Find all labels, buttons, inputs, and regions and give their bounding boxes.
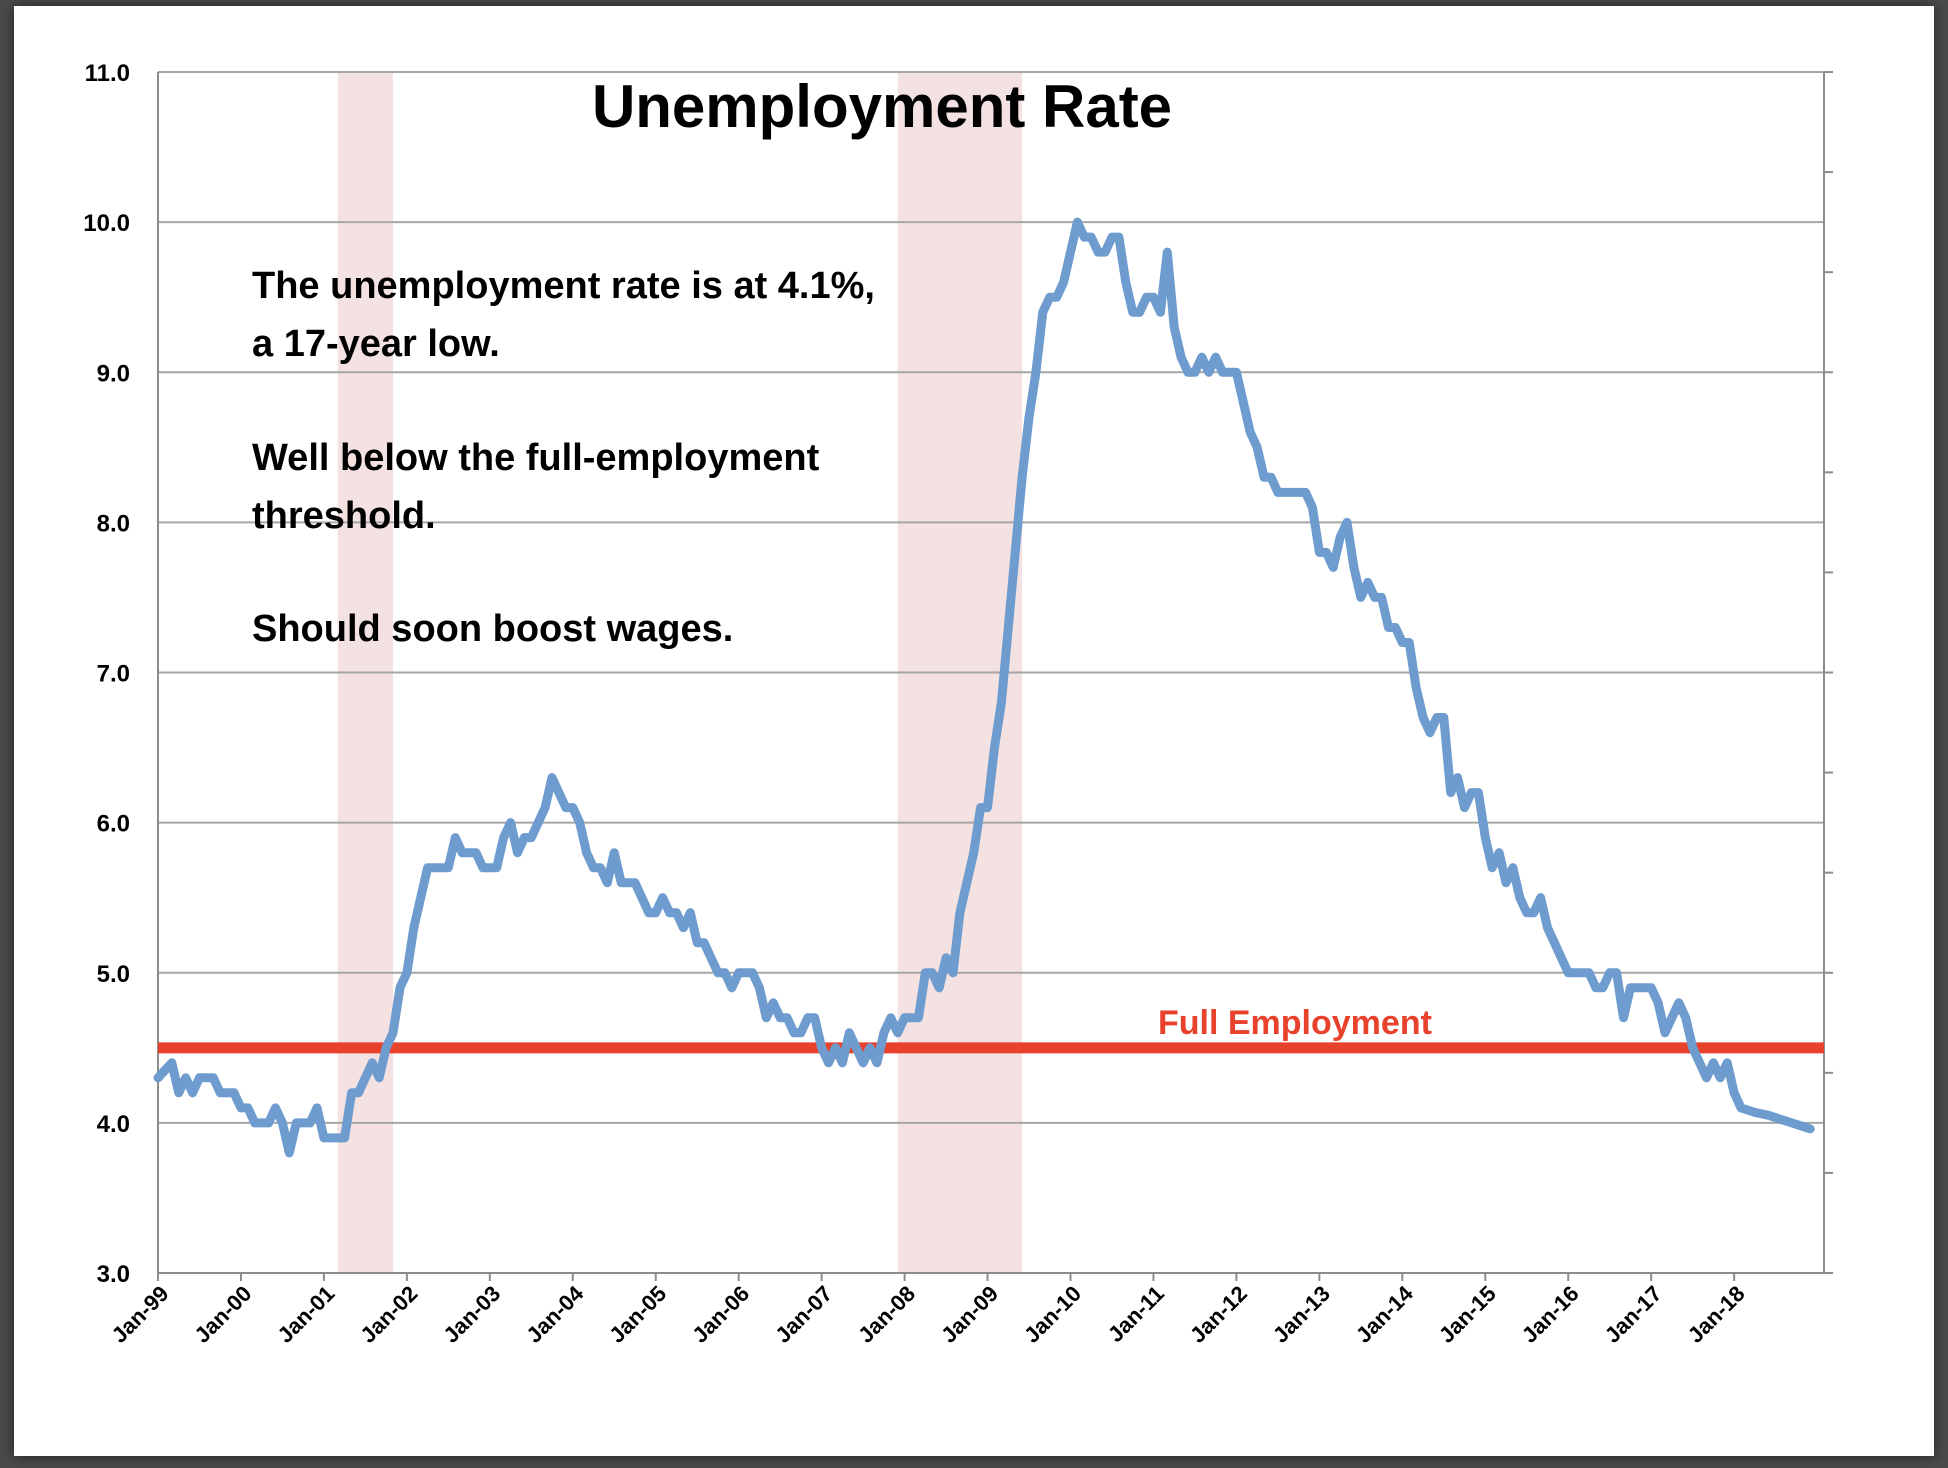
x-tick-label: Jan-09 [936,1281,1003,1348]
x-tick-label: Jan-06 [687,1281,754,1348]
unemployment-rate-line [153,217,1815,1158]
x-tick-label: Jan-04 [521,1280,589,1348]
x-tick-label: Jan-10 [1019,1281,1086,1348]
y-tick-label: 6.0 [97,811,130,838]
x-tick-label: Jan-14 [1351,1280,1419,1348]
y-tick-label: 3.0 [97,1261,130,1288]
y-tick-label: 7.0 [97,661,130,688]
x-tick-label: Jan-99 [107,1281,174,1348]
annotation-line-2: a 17-year low. [252,323,500,365]
x-tick-label: Jan-05 [604,1281,671,1348]
full-employment-label: Full Employment [1158,1004,1432,1042]
y-tick-label: 11.0 [85,60,130,87]
chart-title: Unemployment Rate [592,73,1172,140]
gridlines [158,71,1824,1124]
x-tick-label: Jan-07 [770,1281,837,1348]
x-tick-label: Jan-15 [1434,1281,1501,1348]
full-employment-reference: Full Employment [158,1004,1824,1054]
annotation-line-3: Well below the full-employment [252,437,820,479]
x-tick-label: Jan-02 [355,1281,422,1348]
x-tick-label: Jan-03 [438,1281,505,1348]
x-tick-label: Jan-16 [1517,1281,1584,1348]
y-tick-label: 10.0 [83,210,130,237]
annotation-line-5: Should soon boost wages. [252,608,733,650]
unemployment-rate-chart: Full Employment 3.0 4.0 5.0 6.0 7.0 8.0 9.0 10.… [83,60,1833,1348]
y-tick-label: 5.0 [97,961,130,988]
annotation-line-1: The unemployment rate is at 4.1%, [252,265,875,307]
x-tick-label: Jan-12 [1185,1281,1252,1348]
y-tick-labels: 3.0 4.0 5.0 6.0 7.0 8.0 9.0 10.0 11.0 [83,60,130,1288]
x-tick-label: Jan-13 [1268,1281,1335,1348]
x-tick-label: Jan-11 [1103,1281,1169,1347]
x-tick-label: Jan-08 [853,1281,920,1348]
annotation-text: The unemployment rate is at 4.1%, a 17-y… [252,265,875,650]
series [153,217,1815,1158]
slide: Full Employment 3.0 4.0 5.0 6.0 7.0 8.0 9.0 10.… [14,6,1934,1456]
y-tick-label: 8.0 [97,510,130,537]
annotation-line-4: threshold. [252,495,436,537]
x-tick-label: Jan-01 [272,1281,339,1348]
x-tick-labels: Jan-99 Jan-00 Jan-01 Jan-02 Jan-03 Jan-04 Jan-… [107,1280,1750,1348]
y-tick-label: 4.0 [97,1111,130,1138]
y-tick-label: 9.0 [97,360,130,387]
x-tick-label: Jan-17 [1600,1281,1667,1348]
x-tick-label: Jan-00 [190,1281,257,1348]
x-tick-label: Jan-18 [1683,1281,1750,1348]
